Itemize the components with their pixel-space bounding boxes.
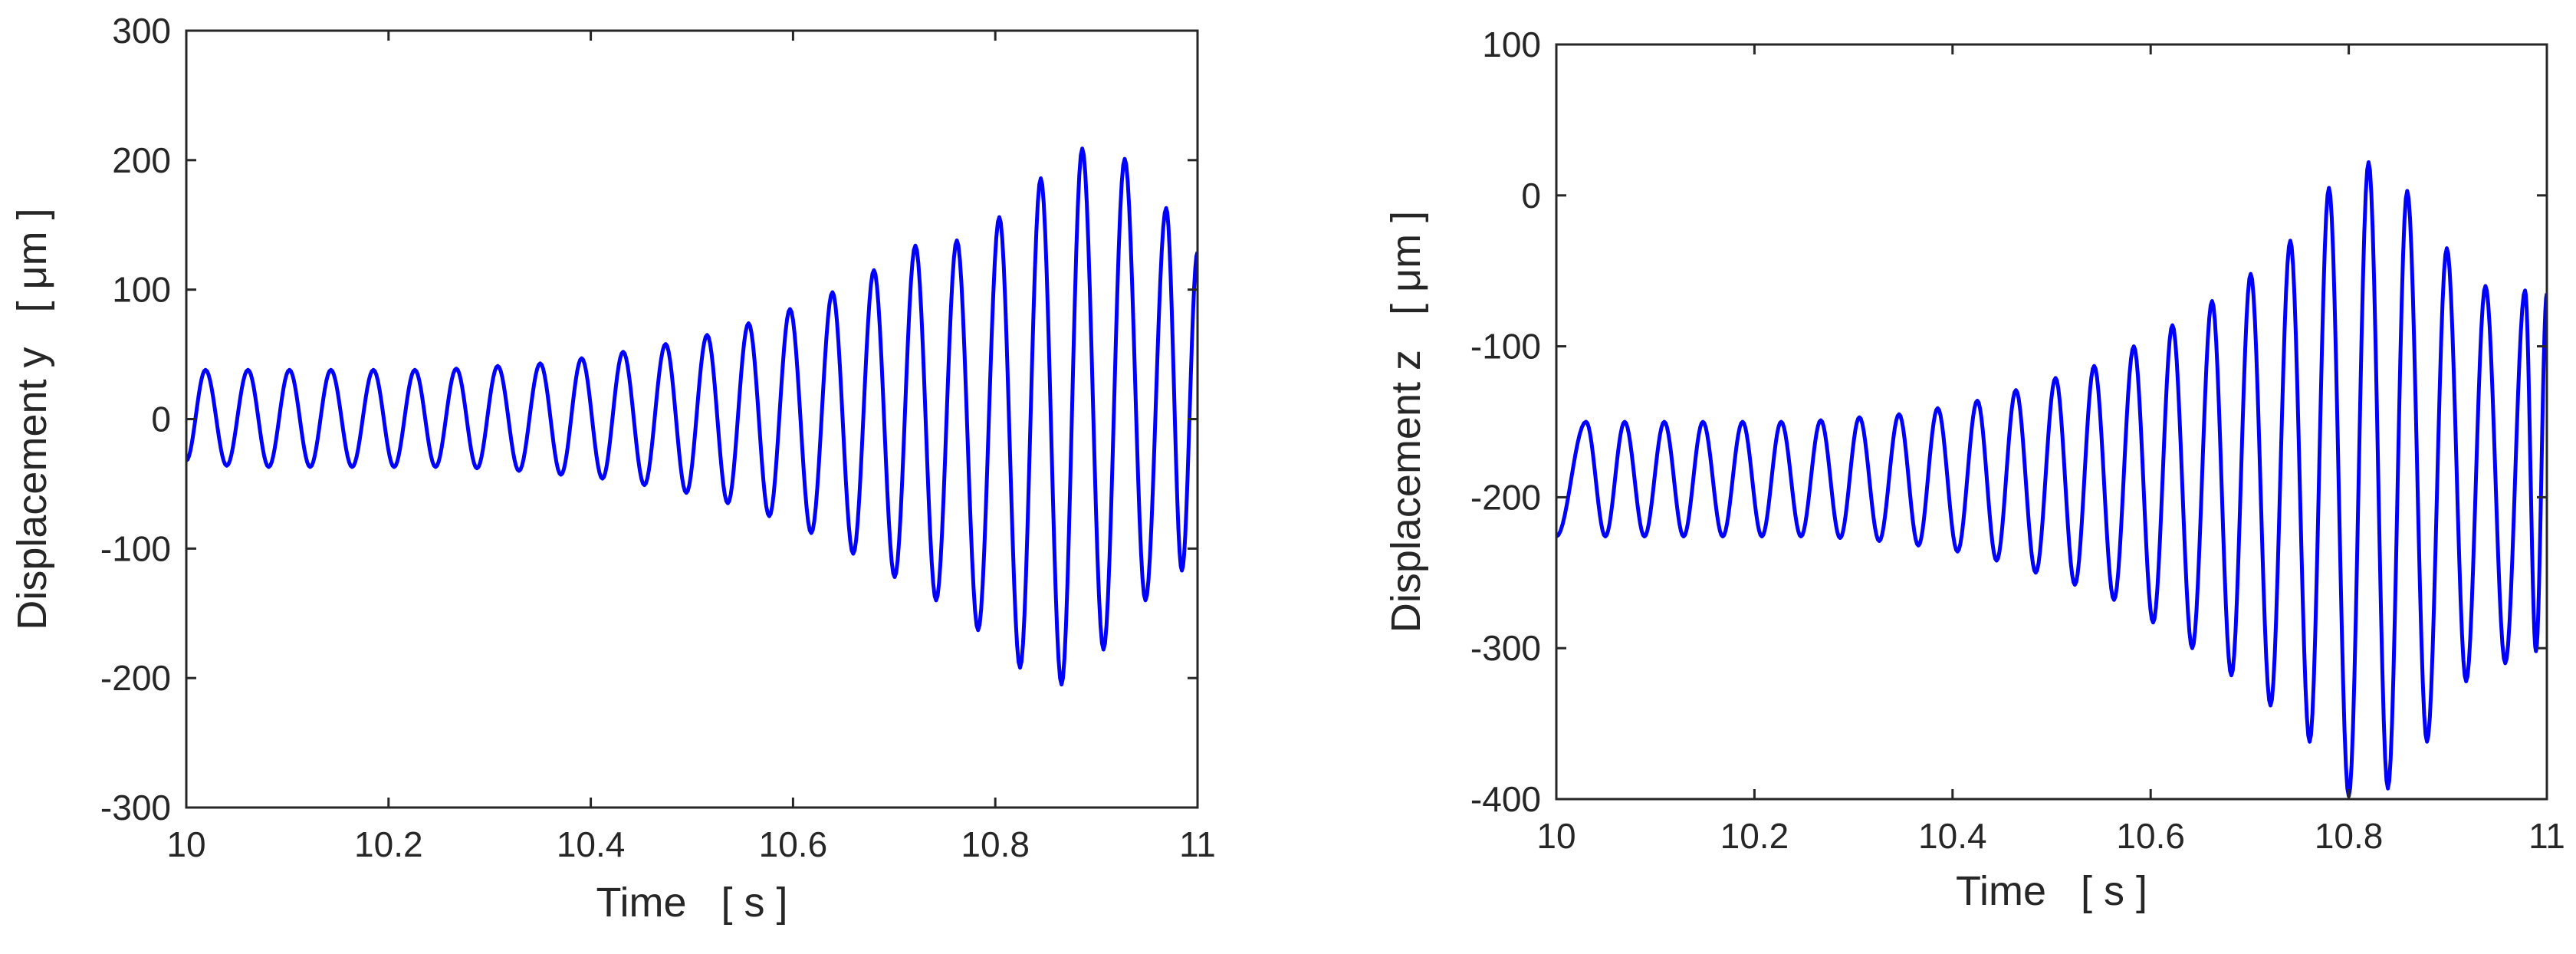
y-tick-label: -100 xyxy=(100,528,171,568)
x-tick-label: 10.4 xyxy=(1918,816,1987,856)
x-tick-label: 10.8 xyxy=(961,824,1030,864)
y-tick-label: -200 xyxy=(100,658,171,698)
series-line-0 xyxy=(1556,160,2547,798)
x-tick-label: 10.2 xyxy=(354,824,423,864)
chart-panel-displacement-z: 10 10.2 10.4 10.6 10.8 11 -400 -300 -200 -100 0 100… xyxy=(1383,25,2565,914)
axes-box xyxy=(185,29,1199,809)
x-tick-label: 11 xyxy=(2528,816,2565,856)
y-tick-label: -400 xyxy=(1470,779,1541,819)
y-tick-label: 300 xyxy=(112,11,171,51)
x-tick-label: 10.2 xyxy=(1720,816,1789,856)
y-tick-label: 100 xyxy=(1482,25,1541,64)
y-tick-label: 200 xyxy=(112,140,171,180)
y-tick-label: 0 xyxy=(1521,176,1541,215)
x-tick-label: 10 xyxy=(1536,816,1576,856)
y-tick-label: -300 xyxy=(1470,628,1541,668)
axes-box xyxy=(1555,43,2548,801)
y-tick-label: 0 xyxy=(151,400,171,439)
x-axis-label: Time [ s ] xyxy=(596,880,787,926)
x-tick-label: 10.8 xyxy=(2315,816,2384,856)
y-tick-label: -300 xyxy=(100,788,171,827)
chart-panel-displacement-y: 10 10.2 10.4 10.6 10.8 11 -300 -200 -100 0 100 200 3… xyxy=(9,11,1216,926)
y-tick-label: -100 xyxy=(1470,327,1541,367)
x-tick-label: 11 xyxy=(1179,824,1216,864)
x-tick-label: 10.6 xyxy=(2116,816,2185,856)
series-line-0 xyxy=(186,146,1198,687)
x-tick-label: 10.4 xyxy=(557,824,626,864)
y-tick-label: -200 xyxy=(1470,477,1541,517)
y-axis-label: Displacement z [ μm ] xyxy=(1383,211,1429,633)
y-axis-label: Displacement y [ μm ] xyxy=(9,208,55,630)
x-tick-label: 10 xyxy=(166,824,205,864)
y-tick-label: 100 xyxy=(112,270,171,310)
x-tick-label: 10.6 xyxy=(759,824,828,864)
x-axis-label: Time [ s ] xyxy=(1956,868,2147,914)
